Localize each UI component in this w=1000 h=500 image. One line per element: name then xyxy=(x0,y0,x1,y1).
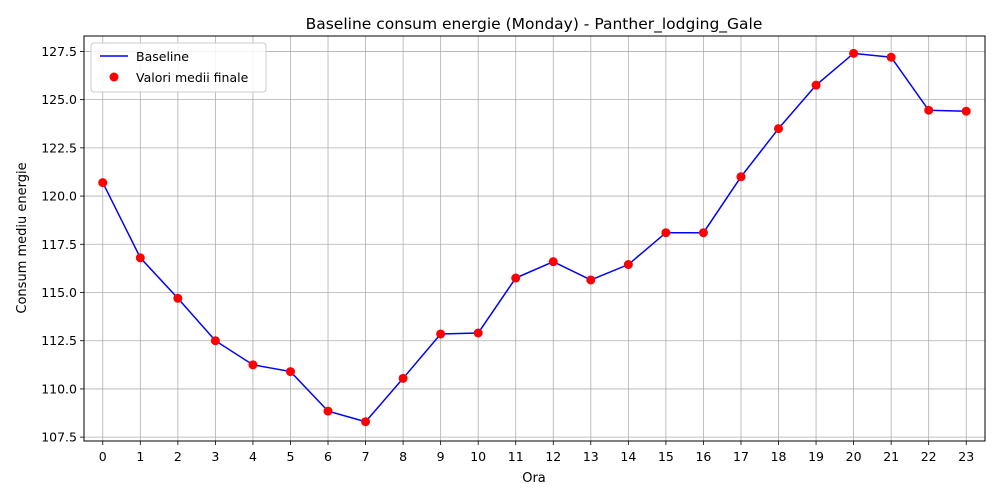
data-point xyxy=(436,329,446,339)
x-tick-label: 12 xyxy=(545,449,561,464)
data-point xyxy=(736,172,746,182)
baseline-line xyxy=(102,52,967,423)
x-tick-label: 6 xyxy=(324,449,332,464)
x-tick-label: 9 xyxy=(437,449,445,464)
x-tick-label: 3 xyxy=(211,449,219,464)
y-axis-ticks: 107.5 110.0 112.5 115.0 117.5 120.0 122.5 125.0… xyxy=(41,44,84,445)
x-axis-ticks: 0 1 2 3 4 5 6 7 8 9 10 11 12 13 14 15 16 17 18 19 20 21 22 23 xyxy=(99,441,974,464)
y-tick-label: 107.5 xyxy=(41,430,77,445)
y-tick-label: 125.0 xyxy=(41,92,77,107)
data-point xyxy=(248,360,258,370)
x-tick-label: 4 xyxy=(249,449,257,464)
data-point xyxy=(961,106,971,116)
y-tick-label: 120.0 xyxy=(41,189,77,204)
data-point xyxy=(886,52,896,62)
x-tick-label: 21 xyxy=(883,449,899,464)
legend-label-valori: Valori medii finale xyxy=(136,70,249,85)
data-point xyxy=(811,80,821,90)
x-tick-label: 11 xyxy=(508,449,524,464)
data-point xyxy=(98,178,108,188)
data-point xyxy=(661,228,671,238)
data-point xyxy=(849,48,859,58)
data-point xyxy=(135,253,145,263)
y-tick-label: 112.5 xyxy=(41,333,77,348)
y-tick-label: 117.5 xyxy=(41,237,77,252)
y-tick-label: 110.0 xyxy=(41,381,77,396)
x-tick-label: 8 xyxy=(399,449,407,464)
x-tick-label: 18 xyxy=(771,449,787,464)
x-tick-label: 16 xyxy=(695,449,711,464)
data-point xyxy=(473,328,483,338)
data-point xyxy=(924,105,934,115)
series-layer xyxy=(98,48,971,427)
x-tick-label: 14 xyxy=(620,449,636,464)
legend-marker-swatch xyxy=(109,72,119,82)
data-point xyxy=(285,367,295,377)
data-point xyxy=(774,124,784,134)
data-point xyxy=(173,293,183,303)
y-tick-label: 127.5 xyxy=(41,44,77,59)
x-tick-label: 7 xyxy=(362,449,370,464)
y-axis-label: Consum mediu energie xyxy=(15,162,30,313)
x-axis-label: Ora xyxy=(522,471,546,486)
x-tick-label: 20 xyxy=(846,449,862,464)
x-tick-label: 2 xyxy=(174,449,182,464)
y-tick-label: 122.5 xyxy=(41,140,77,155)
data-point xyxy=(361,417,371,427)
x-tick-label: 23 xyxy=(958,449,974,464)
data-point xyxy=(511,273,521,283)
data-point xyxy=(586,275,596,285)
data-point xyxy=(398,373,408,383)
data-point xyxy=(698,228,708,238)
x-tick-label: 15 xyxy=(658,449,674,464)
data-point xyxy=(623,260,633,270)
y-tick-label: 115.0 xyxy=(41,285,77,300)
plot-frame xyxy=(83,35,986,442)
data-point xyxy=(323,406,333,416)
x-tick-label: 10 xyxy=(470,449,486,464)
x-tick-label: 0 xyxy=(99,449,107,464)
chart-title: Baseline consum energie (Monday) - Panth… xyxy=(306,15,763,34)
grid xyxy=(84,36,985,441)
x-tick-label: 19 xyxy=(808,449,824,464)
data-point xyxy=(548,257,558,267)
legend-box xyxy=(90,42,267,93)
x-tick-label: 22 xyxy=(921,449,937,464)
legend: Baseline Valori medii finale xyxy=(90,42,267,93)
x-tick-label: 1 xyxy=(136,449,144,464)
x-tick-label: 17 xyxy=(733,449,749,464)
legend-label-baseline: Baseline xyxy=(136,49,189,64)
x-tick-label: 5 xyxy=(287,449,295,464)
x-tick-label: 13 xyxy=(583,449,599,464)
data-point xyxy=(210,336,220,346)
